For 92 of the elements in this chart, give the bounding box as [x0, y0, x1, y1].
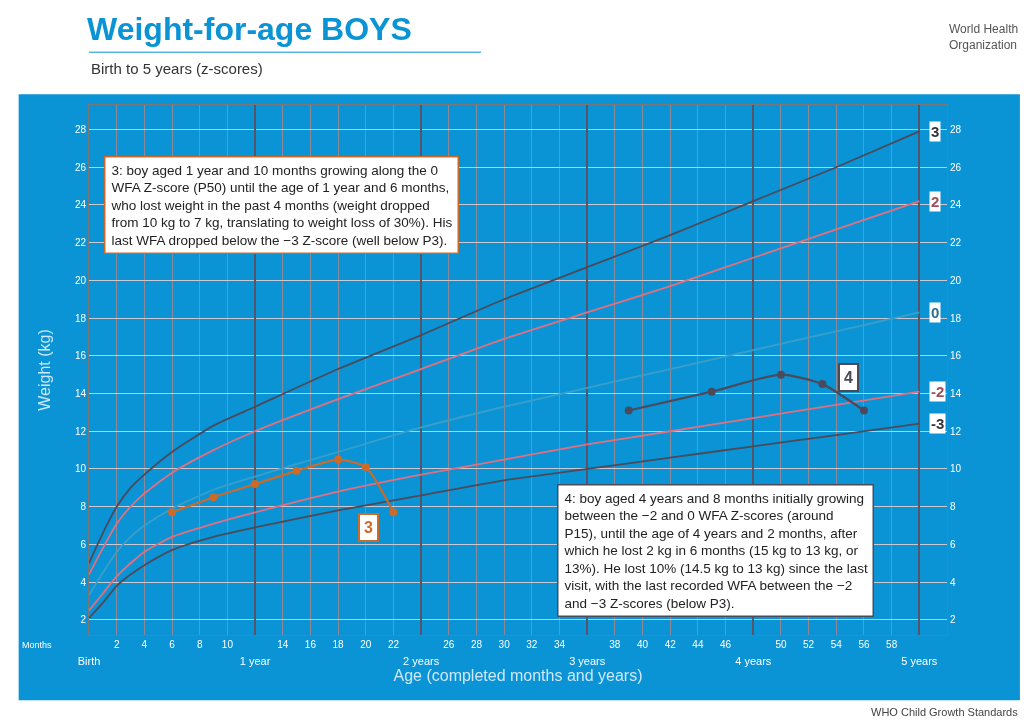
x-tick-label: 54 [830, 638, 843, 650]
y2-tick-label: 18 [950, 312, 962, 324]
chart-subtitle: Birth to 5 years (z-scores) [91, 60, 263, 77]
y2-tick-label: 16 [950, 350, 962, 362]
point [859, 406, 868, 415]
y2-tick-label: 2 [950, 614, 956, 626]
y-tick-label: 22 [74, 237, 87, 249]
y2-tick-label: 22 [950, 237, 962, 249]
series-label: -3 [931, 415, 945, 432]
line-series [89, 390, 921, 612]
x-tick-label: 10 [221, 638, 234, 650]
point [361, 463, 370, 472]
x-tick-label: 40 [636, 638, 649, 650]
x-tick-label: 32 [526, 638, 538, 650]
text: World Health Organization [949, 22, 1019, 52]
series-label: 3 [931, 123, 940, 140]
point [251, 480, 260, 489]
point [209, 493, 218, 502]
x-tick-label: 4 [141, 638, 148, 650]
x2-tick-label: 4 years [735, 655, 772, 668]
y-tick-label: 6 [80, 538, 87, 550]
line-series [89, 200, 921, 576]
y-tick-label: 12 [74, 425, 87, 437]
x-tick-label: 34 [553, 638, 566, 650]
y-tick-label: 16 [74, 350, 87, 362]
y2-tick-label: 12 [950, 425, 962, 437]
x-tick-label: 58 [886, 638, 898, 650]
x2-tick-label: 3 years [569, 655, 606, 668]
annotation: 4 [844, 369, 853, 386]
x-tick-label: 28 [470, 638, 483, 650]
y-tick-label: 4 [80, 576, 87, 588]
x-tick-label: 44 [692, 638, 704, 650]
x-tick-label: 8 [196, 638, 203, 650]
x-tick-label: 38 [609, 638, 621, 650]
point [818, 380, 827, 389]
y-tick-label: 2 [80, 614, 87, 626]
text: Months [22, 640, 53, 650]
x-tick-label: 2 [113, 638, 120, 650]
annotation: 3: boy aged 1 year and 10 months growing along the 0 WFA Z-score (P50) until the age of 1 year and 6 months, who lost weight in the past 4 months (weight dropped from 10 kg to 7 kg, translating to weight loss of 30%). His last WFA dropped below the −3 Z-score (well below P3). [110, 162, 453, 248]
y2-tick-label: 6 [950, 538, 956, 550]
y2-tick-label: 24 [950, 199, 962, 211]
point [776, 370, 785, 379]
y2-tick-label: 8 [950, 501, 956, 513]
line-series [89, 422, 921, 619]
x-tick-label: 42 [664, 638, 677, 650]
point [168, 508, 177, 517]
y2-tick-label: 26 [950, 161, 962, 173]
y-tick-label: 10 [74, 463, 87, 475]
y-axis-title: Weight (kg) [35, 329, 53, 411]
x-tick-label: 46 [720, 638, 732, 650]
x-tick-label: 50 [775, 638, 787, 650]
y-tick-label: 28 [74, 124, 87, 136]
x2-tick-label: 1 year [239, 655, 271, 668]
point [707, 387, 716, 396]
y-tick-label: 20 [74, 274, 87, 286]
y2-tick-label: 10 [950, 463, 962, 475]
x-tick-label: 16 [304, 638, 317, 650]
y-tick-label: 14 [74, 388, 87, 400]
y-tick-label: 26 [74, 161, 87, 173]
x-tick-label: 14 [277, 638, 289, 650]
point [624, 406, 633, 415]
chart-title: Weight-for-age BOYS [87, 11, 412, 48]
y-tick-label: 24 [74, 199, 87, 211]
y-tick-label: 18 [74, 312, 87, 324]
x-tick-label: 30 [498, 638, 511, 650]
x2-tick-label: 5 years [901, 655, 938, 668]
point [334, 455, 343, 464]
series-label: 0 [931, 304, 940, 321]
annotation: 3 [364, 519, 373, 536]
y2-tick-label: 14 [950, 388, 962, 400]
x-tick-label: 20 [360, 638, 372, 650]
series-label: 2 [931, 193, 940, 210]
x-axis-title: Age (completed months and years) [393, 667, 643, 685]
x-tick-label: 26 [443, 638, 455, 650]
y-tick-label: 8 [80, 501, 87, 513]
line-series [89, 130, 921, 565]
x2-tick-label: Birth [77, 655, 101, 668]
y2-tick-label: 28 [950, 124, 962, 136]
point [292, 466, 301, 475]
text: WHO Child Growth Standards [871, 706, 1019, 718]
x-tick-label: 52 [803, 638, 815, 650]
line-series [89, 311, 921, 597]
x-tick-label: 6 [169, 638, 176, 650]
point [389, 508, 398, 517]
x-tick-label: 22 [387, 638, 400, 650]
series-label: -2 [931, 383, 945, 400]
annotation: 4: boy aged 4 years and 8 months initially growing between the −2 and 0 WFA Z-scores (around P15), until the age of 4 years and 2 months, after which he lost 2 kg in 6 months (15 kg to 13 kg, or 13%). He lost 10% (14.5 kg to 13 kg) since the last visit, with the last recorded WFA between the −2 and −3 Z-scores (below P3). [563, 490, 868, 611]
x-tick-label: 56 [858, 638, 870, 650]
x2-tick-label: 2 years [403, 655, 440, 668]
y2-tick-label: 20 [950, 274, 962, 286]
x-tick-label: 18 [332, 638, 345, 650]
y2-tick-label: 4 [950, 576, 956, 588]
